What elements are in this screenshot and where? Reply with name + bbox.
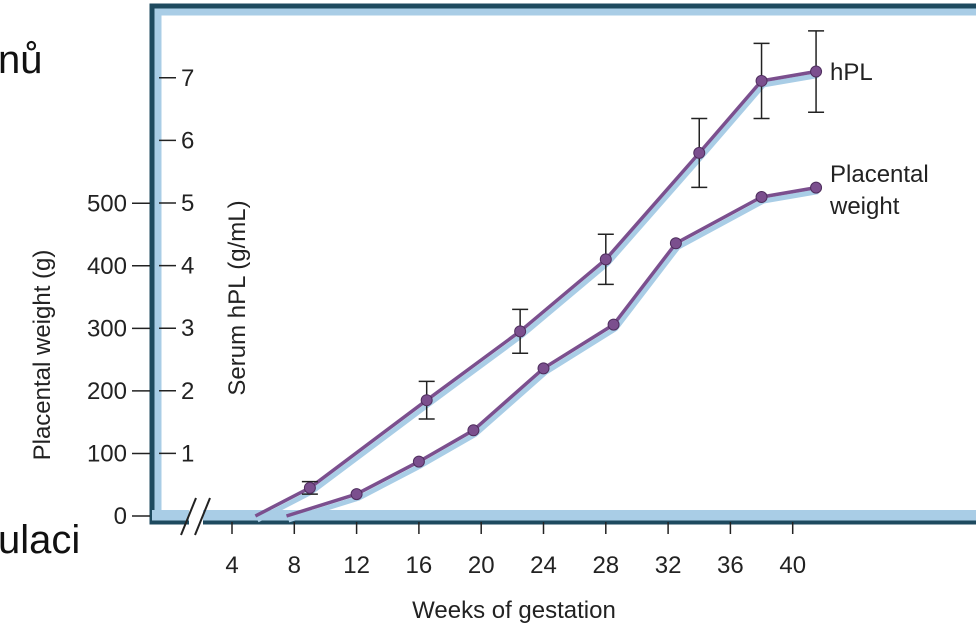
y-right-tick-label: 2 [181, 378, 194, 405]
x-tick-label: 8 [288, 552, 301, 579]
data-point-placental-weight [607, 318, 620, 331]
y-right-tick-label: 3 [181, 315, 194, 342]
slide-text-fragment: ulaci [0, 518, 81, 562]
data-point-placental-weight [755, 190, 768, 203]
data-point-placental-weight [810, 181, 823, 194]
y-right-tick-label: 6 [181, 127, 194, 154]
axes: 4 8 12 16 20 24 28 32 36 400100200300400500123456… [87, 65, 806, 579]
x-tick-label: 24 [530, 552, 557, 579]
y-left-tick-label: 300 [87, 315, 127, 342]
data-point-hpl [303, 481, 316, 494]
y-right-tick-label: 4 [181, 253, 194, 280]
series-shadow-hpl [256, 73, 819, 523]
y-right-tick-label: 7 [181, 65, 194, 92]
data-point-placental-weight [467, 424, 480, 437]
data-point-hpl [420, 394, 433, 407]
frame-inner-band [154, 8, 976, 520]
axis-break-mark [194, 497, 211, 536]
slide-text-fragment: nů [0, 38, 43, 82]
y-axis-label-right: Serum hPL (g/mL) [224, 200, 251, 395]
y-left-tick-label: 400 [87, 253, 127, 280]
series-line-hpl [254, 69, 817, 518]
series-shadow-placental-weight [287, 189, 819, 523]
y-left-tick-label: 200 [87, 378, 127, 405]
chart-frame [149, 3, 976, 525]
y-right-tick-label: 5 [181, 190, 194, 217]
data-point-hpl [755, 74, 768, 87]
data-point-hpl [599, 253, 612, 266]
y-left-tick-label: 500 [87, 190, 127, 217]
x-tick-label: 4 [225, 552, 238, 579]
data-point-placental-weight [350, 488, 363, 501]
x-tick-label: 40 [779, 552, 806, 579]
x-tick-label: 36 [717, 552, 744, 579]
x-axis-label: Weeks of gestation [412, 597, 616, 624]
series-label-hpl: hPL [830, 59, 873, 86]
plot-area [254, 30, 825, 523]
data-point-hpl [693, 146, 706, 159]
data-point-placental-weight [537, 362, 550, 375]
series-label-placental-line1: Placental [830, 161, 929, 188]
y-left-tick-label: 100 [87, 440, 127, 467]
data-point-placental-weight [412, 455, 425, 468]
x-axis-band [152, 510, 976, 522]
axis-break-mark [180, 497, 197, 536]
x-tick-label: 20 [468, 552, 495, 579]
x-tick-label: 16 [406, 552, 433, 579]
y-left-tick-label: 0 [114, 503, 127, 530]
y-axis-label-left: Placental weight (g) [29, 250, 56, 461]
x-tick-label: 28 [592, 552, 619, 579]
x-tick-label: 12 [343, 552, 370, 579]
y-right-tick-label: 1 [181, 440, 194, 467]
data-point-hpl [810, 65, 823, 78]
data-point-placental-weight [669, 237, 682, 250]
series-label-placental-line2: weight [829, 193, 900, 220]
series-line-placental-weight [285, 185, 817, 518]
x-tick-label: 32 [655, 552, 682, 579]
data-point-hpl [514, 325, 527, 338]
